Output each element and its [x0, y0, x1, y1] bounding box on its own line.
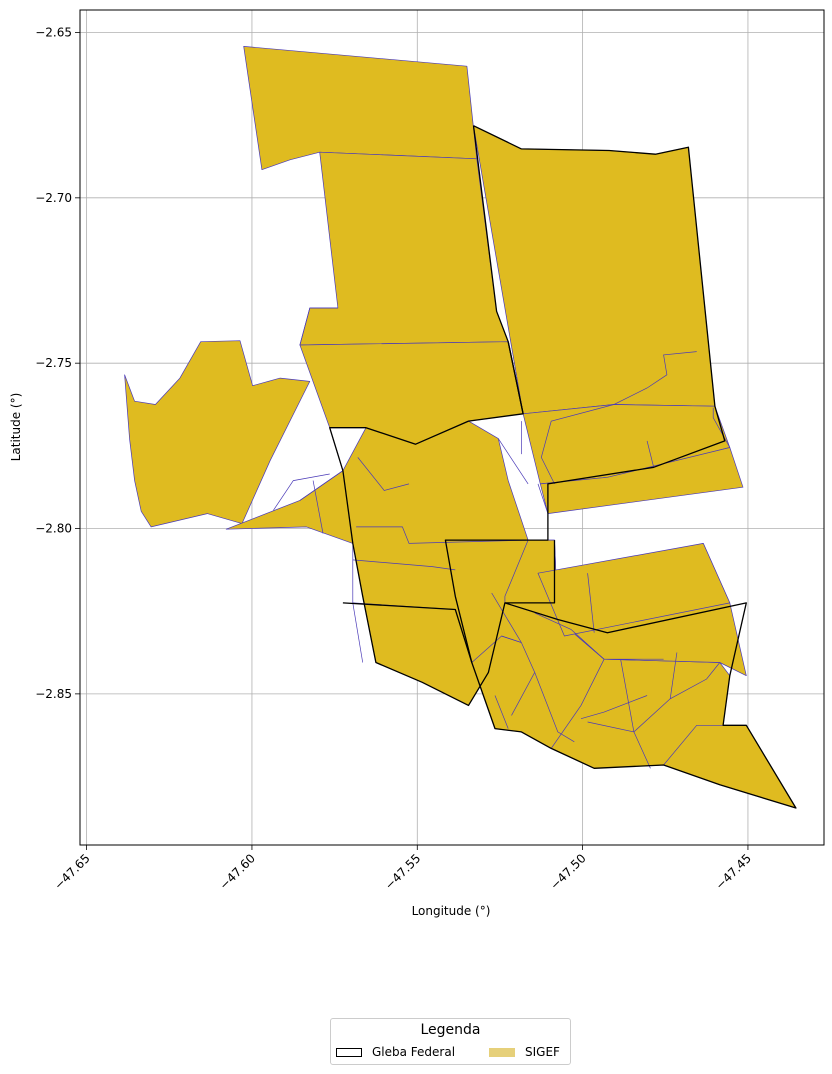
legend-title: Legenda: [420, 1022, 481, 1038]
gleba-federal-swatch: [336, 1047, 362, 1057]
x-axis-title: Longitude (°): [412, 904, 491, 918]
gleba-federal-boundary: [342, 602, 473, 663]
sigef-parcel-boundary: [537, 483, 549, 514]
y-axis-ticks: −2.65 −2.70 −2.75 −2.80 −2.85: [35, 25, 80, 701]
sigef-parcel: [299, 151, 509, 346]
gleba-federal-boundary: [329, 125, 797, 809]
sigef-parcel-boundary: [613, 351, 697, 405]
sigef-parcel-boundary: [352, 559, 456, 571]
sigef-parcel: [539, 447, 744, 514]
x-tick-label: −47.50: [547, 851, 588, 892]
x-tick-label: −47.45: [713, 851, 754, 892]
sigef-parcel-boundary: [501, 635, 522, 643]
y-tick-label: −2.65: [35, 25, 72, 39]
sigef-parcel: [299, 341, 524, 445]
x-tick-label: −47.60: [217, 851, 258, 892]
sigef-parcel-boundary: [669, 652, 678, 699]
y-axis-title: Latitude (°): [9, 393, 23, 462]
legend-item-gleba-federal: Gleba Federal: [336, 1045, 455, 1059]
sigef-parcel-boundary: [534, 612, 605, 660]
x-axis-ticks: −47.65 −47.60 −47.55 −47.50 −47.45: [51, 845, 754, 893]
sigef-parcel-boundary: [273, 473, 330, 511]
sigef-parcel-boundary: [540, 404, 615, 485]
sigef-parcel-boundary: [494, 695, 509, 729]
y-tick-label: −2.75: [35, 356, 72, 370]
axes-frame: [79, 9, 825, 846]
gleba-federal-boundary: [507, 341, 524, 414]
sigef-parcel-boundary: [663, 724, 724, 766]
y-tick-label: −2.80: [35, 522, 72, 536]
sigef-layer: [124, 46, 797, 809]
sigef-parcel-boundary: [357, 457, 410, 491]
sigef-parcel-boundary: [620, 659, 635, 732]
legend-item-sigef: SIGEF: [489, 1045, 560, 1059]
legend: Legenda Gleba Federal SIGEF: [330, 1018, 571, 1065]
sigef-parcel-boundary: [550, 659, 605, 749]
sigef-parcel: [243, 46, 478, 171]
sigef-parcel-boundary: [498, 438, 529, 485]
sigef-parcel: [537, 543, 731, 637]
sigef-swatch: [489, 1047, 515, 1057]
sigef-parcel: [124, 340, 311, 528]
gleba-federal-layer: [329, 125, 797, 809]
legend-label-sigef: SIGEF: [525, 1045, 560, 1059]
sigef-parcel-boundary: [633, 662, 721, 733]
x-tick-label: −47.65: [51, 851, 92, 892]
sigef-parcel-boundary: [312, 480, 324, 534]
sigef-parcel-boundary: [299, 307, 338, 346]
y-tick-label: −2.70: [35, 191, 72, 205]
sigef-parcel-boundary: [491, 592, 536, 716]
gleba-federal-boundary: [504, 540, 556, 604]
plot-area: [79, 9, 825, 846]
sigef-parcel-boundary: [580, 695, 648, 720]
sigef-parcel-boundary: [356, 526, 529, 544]
legend-label-gleba-federal: Gleba Federal: [372, 1045, 456, 1059]
sigef-parcel-boundary: [646, 440, 655, 468]
sigef-parcel-boundary: [587, 573, 595, 633]
x-tick-label: −47.55: [382, 851, 423, 892]
sigef-parcel-boundary: [534, 672, 575, 743]
y-tick-label: −2.85: [35, 687, 72, 701]
